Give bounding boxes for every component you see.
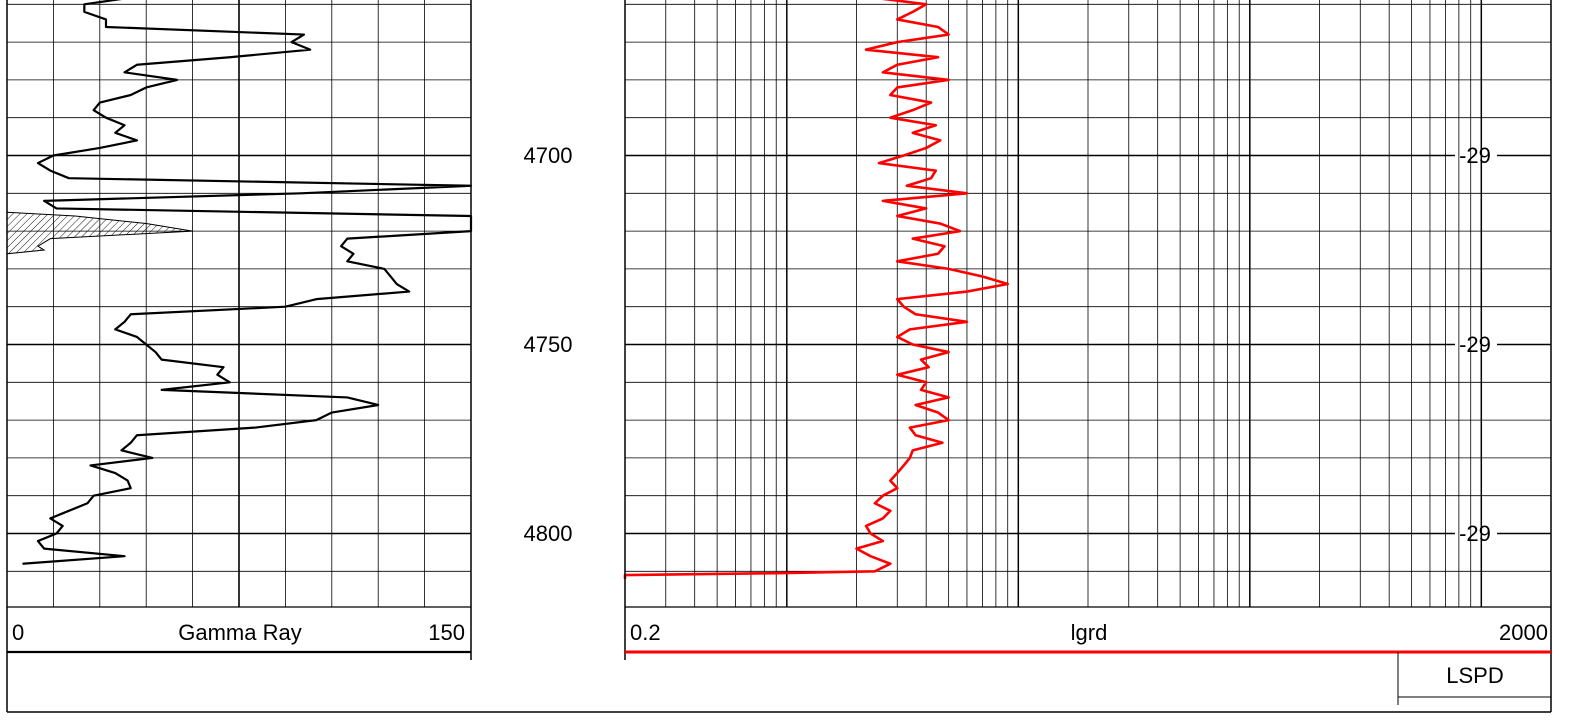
resistivity-curve-name: lgrd: [1071, 620, 1108, 645]
resistivity-scale-min: 0.2: [630, 620, 661, 645]
gamma-ray-curve: [22, 0, 473, 565]
gamma-ray-grid: [7, 0, 471, 607]
depth-label-4750: 4750: [524, 332, 573, 357]
right-marker-2: -29: [1459, 332, 1491, 357]
gamma-ray-shading: [6, 211, 193, 255]
resistivity-scale-max: 2000: [1499, 620, 1548, 645]
track-frames: [6, 0, 1552, 713]
gamma-ray-scale-min: 0: [12, 620, 24, 645]
depth-label-4800: 4800: [524, 521, 573, 546]
depth-label-4700: 4700: [524, 143, 573, 168]
gamma-ray-scale-max: 150: [428, 620, 465, 645]
lspd-label: LSPD: [1446, 663, 1503, 688]
right-marker-3: -29: [1459, 521, 1491, 546]
gamma-ray-hatched-fill: [6, 211, 193, 255]
right-marker-1: -29: [1459, 143, 1491, 168]
log-curves: [22, 0, 1010, 579]
resistivity-curve: [623, 0, 1010, 579]
resistivity-grid: [625, 0, 1551, 607]
gamma-ray-curve-name: Gamma Ray: [178, 620, 301, 645]
